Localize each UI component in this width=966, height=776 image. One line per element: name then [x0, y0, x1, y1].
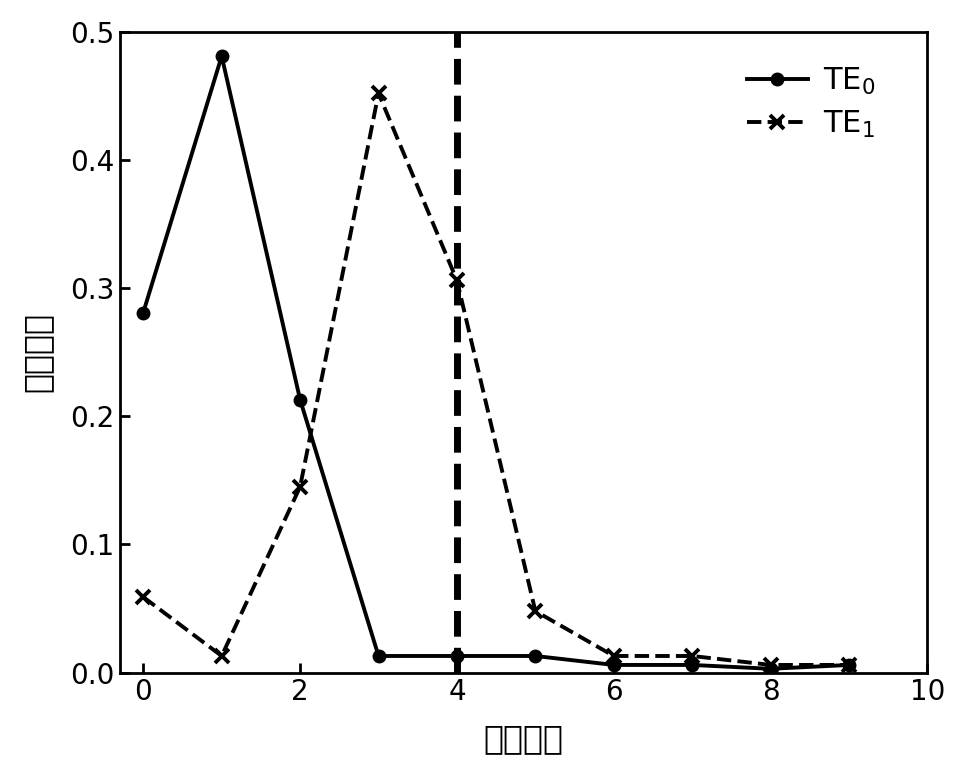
TE$_0$ — [137, 308, 149, 317]
Legend: TE$_0$, TE$_1$: TE$_0$, TE$_1$ — [735, 54, 888, 152]
TE$_0$ — [608, 660, 619, 670]
TE$_0$ — [295, 395, 306, 404]
X-axis label: 导模阶数: 导模阶数 — [484, 722, 563, 755]
TE$_0$ — [765, 664, 777, 674]
TE$_1$ — [373, 88, 384, 98]
TE$_1$ — [137, 592, 149, 601]
TE$_0$ — [843, 660, 855, 670]
Line: TE$_0$: TE$_0$ — [137, 50, 855, 675]
TE$_0$ — [451, 651, 463, 660]
TE$_1$ — [687, 651, 698, 660]
TE$_1$ — [765, 660, 777, 670]
TE$_1$ — [608, 651, 619, 660]
Line: TE$_1$: TE$_1$ — [136, 86, 856, 672]
TE$_1$ — [529, 607, 541, 616]
TE$_1$ — [215, 651, 227, 660]
TE$_0$ — [529, 651, 541, 660]
TE$_0$ — [373, 651, 384, 660]
TE$_1$ — [295, 482, 306, 491]
TE$_0$ — [687, 660, 698, 670]
TE$_1$ — [451, 275, 463, 285]
TE$_1$ — [843, 660, 855, 670]
TE$_0$ — [215, 51, 227, 61]
Y-axis label: 激励系数: 激励系数 — [21, 312, 54, 392]
